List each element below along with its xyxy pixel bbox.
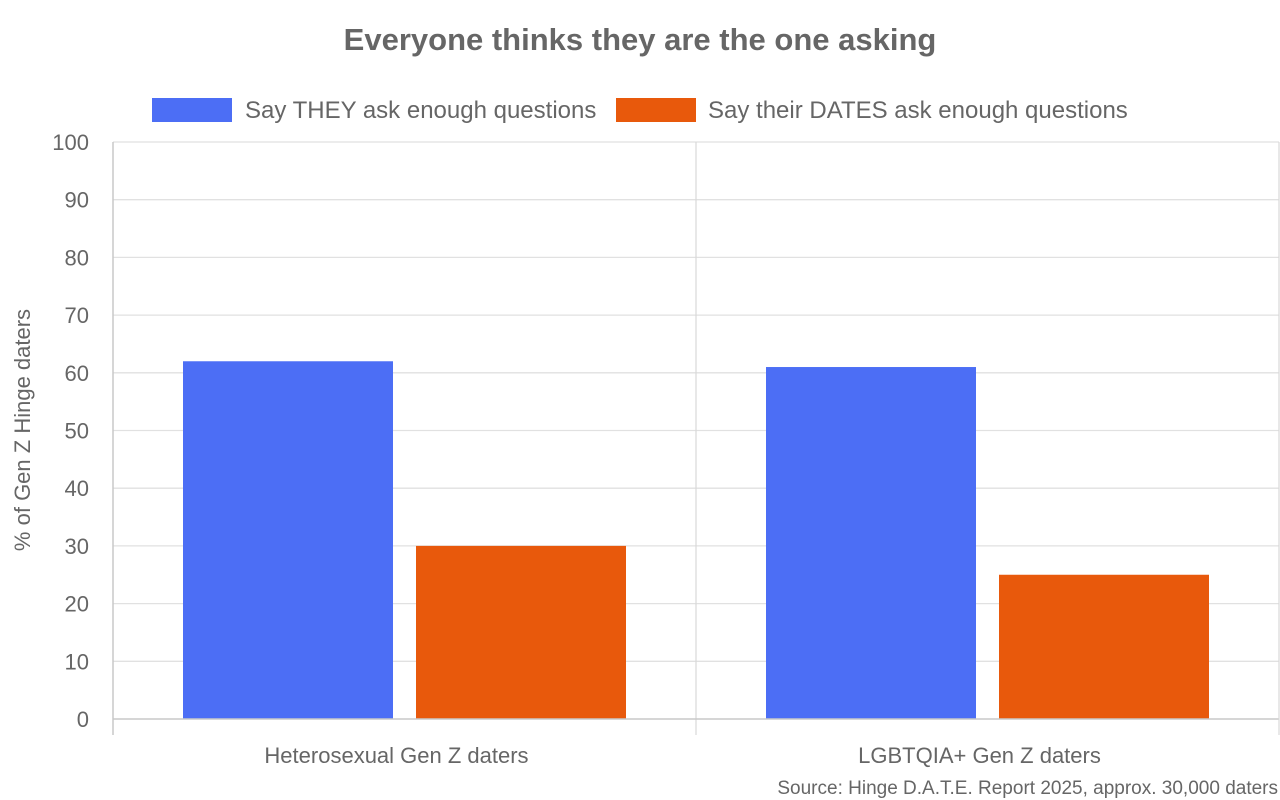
y-tick-label: 10 (65, 649, 89, 674)
y-tick-label: 0 (77, 707, 89, 732)
y-tick-label: 20 (65, 592, 89, 617)
y-axis-title: % of Gen Z Hinge daters (10, 309, 35, 551)
bar-dates-0 (416, 545, 626, 719)
bars (183, 361, 1209, 719)
legend-swatch-dates (616, 98, 696, 122)
chart-title: Everyone thinks they are the one asking (344, 22, 937, 57)
y-tick-label: 90 (65, 188, 89, 213)
legend: Say THEY ask enough questions Say their … (152, 97, 1128, 124)
bar-they-1 (766, 367, 976, 719)
legend-swatch-they (152, 98, 232, 122)
legend-label-they: Say THEY ask enough questions (245, 97, 596, 124)
axes (112, 142, 1280, 735)
y-tick-label: 100 (52, 130, 89, 155)
legend-label-dates: Say their DATES ask enough questions (708, 97, 1128, 124)
y-tick-label: 50 (65, 419, 89, 444)
y-tick-label: 60 (65, 361, 89, 386)
x-axis-labels: Heterosexual Gen Z daters LGBTQIA+ Gen Z … (264, 743, 1100, 768)
bar-dates-1 (999, 574, 1209, 719)
bar-they-0 (183, 361, 393, 719)
y-tick-label: 70 (65, 303, 89, 328)
y-tick-label: 30 (65, 534, 89, 559)
source-note: Source: Hinge D.A.T.E. Report 2025, appr… (777, 778, 1278, 799)
x-category-label: Heterosexual Gen Z daters (264, 743, 528, 768)
y-tick-label: 80 (65, 245, 89, 270)
y-axis-ticks: 0 10 20 30 40 50 60 70 80 90 100 (52, 130, 89, 732)
y-tick-label: 40 (65, 476, 89, 501)
x-category-label: LGBTQIA+ Gen Z daters (858, 743, 1101, 768)
